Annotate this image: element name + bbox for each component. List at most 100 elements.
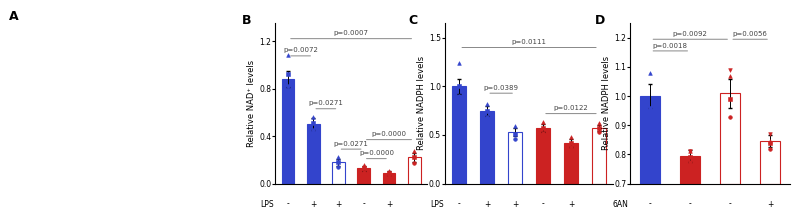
Text: -: - [542, 200, 544, 209]
Point [453, 94, 466, 98]
Point [332, 161, 345, 164]
Text: +: + [568, 200, 574, 209]
Y-axis label: Relative NAD⁺ levels: Relative NAD⁺ levels [247, 60, 256, 147]
Text: p=0.0122: p=0.0122 [554, 105, 588, 111]
Point [536, 131, 549, 135]
Point [536, 126, 549, 130]
Point [282, 73, 294, 76]
Text: +: + [386, 200, 392, 209]
Point [358, 166, 370, 170]
Bar [307, 124, 319, 184]
Text: -: - [362, 200, 365, 209]
Bar [332, 162, 345, 184]
Point [724, 97, 737, 101]
Point [453, 61, 466, 65]
Point [509, 124, 522, 128]
Point [306, 121, 319, 125]
Text: p=0.0000: p=0.0000 [372, 131, 406, 137]
Bar [452, 86, 466, 184]
Text: D: D [595, 14, 606, 27]
Point [644, 71, 657, 74]
Point [684, 156, 697, 159]
Point [453, 85, 466, 88]
Text: +: + [310, 200, 316, 209]
Text: p=0.0000: p=0.0000 [359, 150, 394, 156]
Point [764, 147, 776, 150]
Point [565, 141, 578, 145]
Text: +: + [512, 200, 518, 209]
Point [724, 115, 737, 118]
Point [764, 132, 776, 136]
Point [480, 116, 493, 119]
Text: p=0.0389: p=0.0389 [484, 85, 519, 91]
Point [764, 141, 776, 145]
Point [565, 135, 578, 139]
Point [480, 102, 493, 106]
Bar [480, 111, 494, 184]
Point [684, 160, 697, 163]
Text: A: A [9, 10, 18, 23]
Bar [564, 143, 578, 184]
Point [480, 109, 493, 112]
Text: p=0.0056: p=0.0056 [733, 31, 768, 37]
Bar [536, 128, 550, 184]
Text: C: C [409, 14, 417, 27]
Bar [282, 79, 294, 184]
Text: p=0.0092: p=0.0092 [673, 31, 708, 37]
Point [408, 156, 421, 159]
Y-axis label: Relative NADPH levels: Relative NADPH levels [417, 56, 426, 150]
Point [764, 140, 776, 143]
Bar [760, 141, 780, 184]
Point [382, 169, 395, 172]
Point [358, 163, 370, 166]
Text: +: + [335, 200, 342, 209]
Point [644, 106, 657, 110]
Point [509, 137, 522, 141]
Text: p=0.0072: p=0.0072 [283, 47, 318, 53]
Text: p=0.0007: p=0.0007 [334, 30, 369, 36]
Text: -: - [649, 200, 652, 209]
Text: +: + [484, 200, 490, 209]
Text: +: + [767, 200, 773, 209]
Bar [383, 173, 395, 184]
Text: LPS: LPS [430, 200, 444, 209]
Text: 6AN: 6AN [613, 200, 629, 209]
Text: -: - [689, 200, 692, 209]
Text: p=0.0271: p=0.0271 [334, 141, 369, 147]
Text: p=0.0111: p=0.0111 [512, 39, 547, 45]
Point [332, 165, 345, 169]
Point [332, 156, 345, 159]
Text: LPS: LPS [260, 200, 274, 209]
Text: B: B [242, 14, 251, 27]
Bar [508, 132, 522, 184]
Text: p=0.0271: p=0.0271 [308, 100, 343, 106]
Bar [358, 168, 370, 184]
Point [536, 121, 549, 124]
Point [684, 150, 697, 153]
Point [592, 126, 605, 130]
Text: -: - [729, 200, 732, 209]
Point [382, 174, 395, 177]
Bar [641, 96, 661, 184]
Text: p=0.0018: p=0.0018 [653, 42, 688, 49]
Point [592, 122, 605, 125]
Point [408, 162, 421, 165]
Bar [680, 156, 701, 184]
Text: -: - [286, 200, 290, 209]
Point [306, 115, 319, 119]
Point [306, 128, 319, 132]
Point [358, 170, 370, 173]
Point [592, 130, 605, 134]
Bar [408, 157, 421, 184]
Text: -: - [458, 200, 460, 209]
Point [644, 132, 657, 136]
Point [408, 150, 421, 153]
Point [684, 150, 697, 153]
Point [382, 171, 395, 174]
Point [509, 132, 522, 136]
Bar [720, 93, 740, 184]
Bar [592, 128, 606, 184]
Point [724, 74, 737, 77]
Y-axis label: Relative NADPH levels: Relative NADPH levels [602, 56, 611, 150]
Point [565, 145, 578, 148]
